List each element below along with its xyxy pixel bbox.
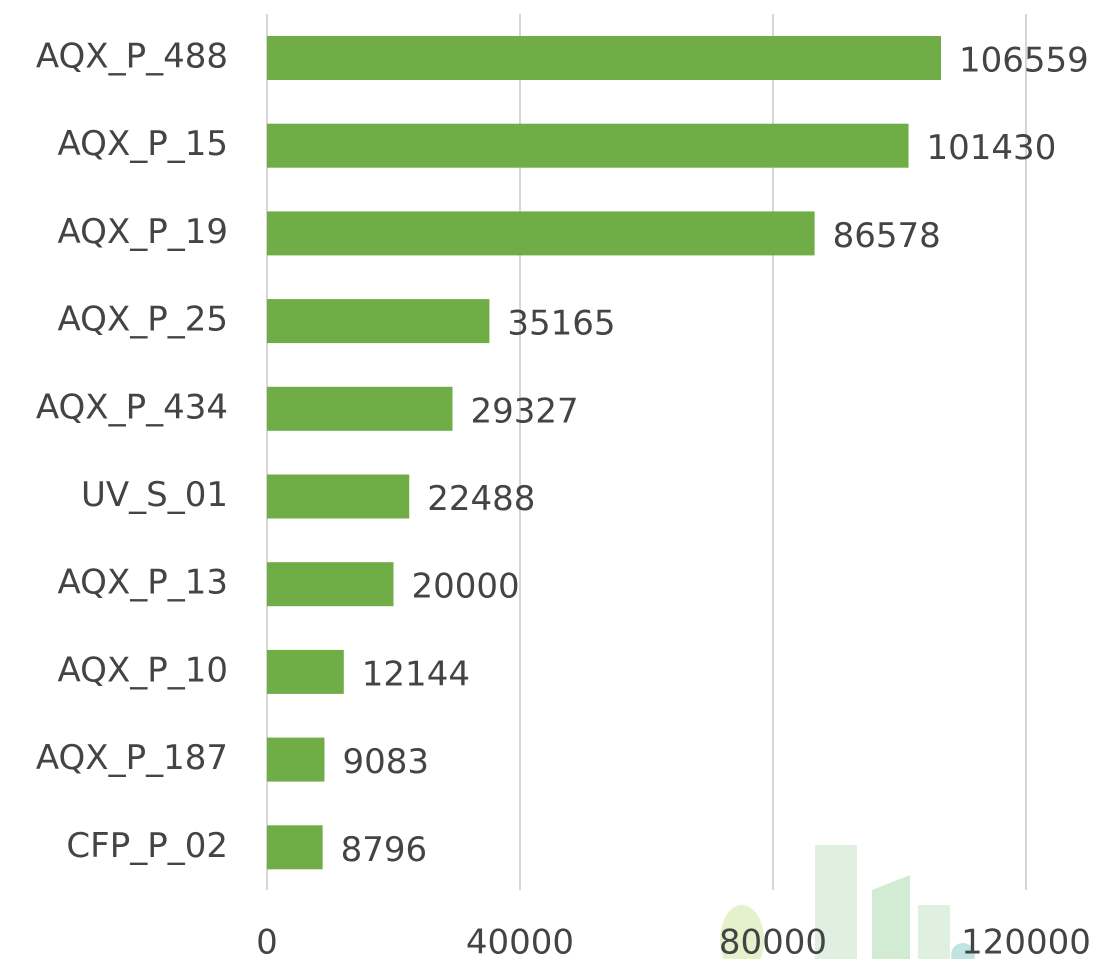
bar xyxy=(267,825,323,869)
bar xyxy=(267,650,344,694)
y-tick-label: AQX_P_10 xyxy=(58,650,228,690)
y-tick-label: UV_S_01 xyxy=(81,475,228,515)
bar xyxy=(267,36,941,80)
bar xyxy=(267,124,909,168)
y-tick-label: AQX_P_15 xyxy=(58,124,228,164)
bar xyxy=(267,475,409,519)
value-label: 86578 xyxy=(833,216,941,256)
bar xyxy=(267,387,452,431)
value-label: 12144 xyxy=(362,654,470,694)
value-label: 22488 xyxy=(427,479,535,519)
x-tick-label: 0 xyxy=(256,923,278,959)
value-label: 29327 xyxy=(470,391,578,431)
value-label: 101430 xyxy=(927,128,1057,168)
y-tick-label: AQX_P_19 xyxy=(58,212,228,252)
value-label: 106559 xyxy=(959,41,1089,81)
bar xyxy=(267,299,489,343)
bar xyxy=(267,738,324,782)
y-tick-label: AQX_P_488 xyxy=(36,37,228,77)
chart: 0 40000 80000 120000 AQX_P_488 106559 AQX_P_15… xyxy=(0,0,1095,959)
y-tick-label: AQX_P_434 xyxy=(36,387,228,427)
x-tick-label: 80000 xyxy=(719,923,827,959)
y-tick-label: AQX_P_25 xyxy=(58,300,228,340)
value-label: 35165 xyxy=(507,304,615,344)
value-label: 8796 xyxy=(341,830,428,870)
x-tick-label: 40000 xyxy=(466,923,574,959)
bar xyxy=(267,211,815,255)
value-label: 20000 xyxy=(412,567,520,607)
y-tick-label: AQX_P_13 xyxy=(58,563,228,603)
bar xyxy=(267,562,394,606)
y-tick-label: CFP_P_02 xyxy=(66,826,228,866)
y-tick-label: AQX_P_187 xyxy=(36,738,228,778)
value-label: 9083 xyxy=(342,742,429,782)
x-tick-label: 120000 xyxy=(961,923,1091,959)
